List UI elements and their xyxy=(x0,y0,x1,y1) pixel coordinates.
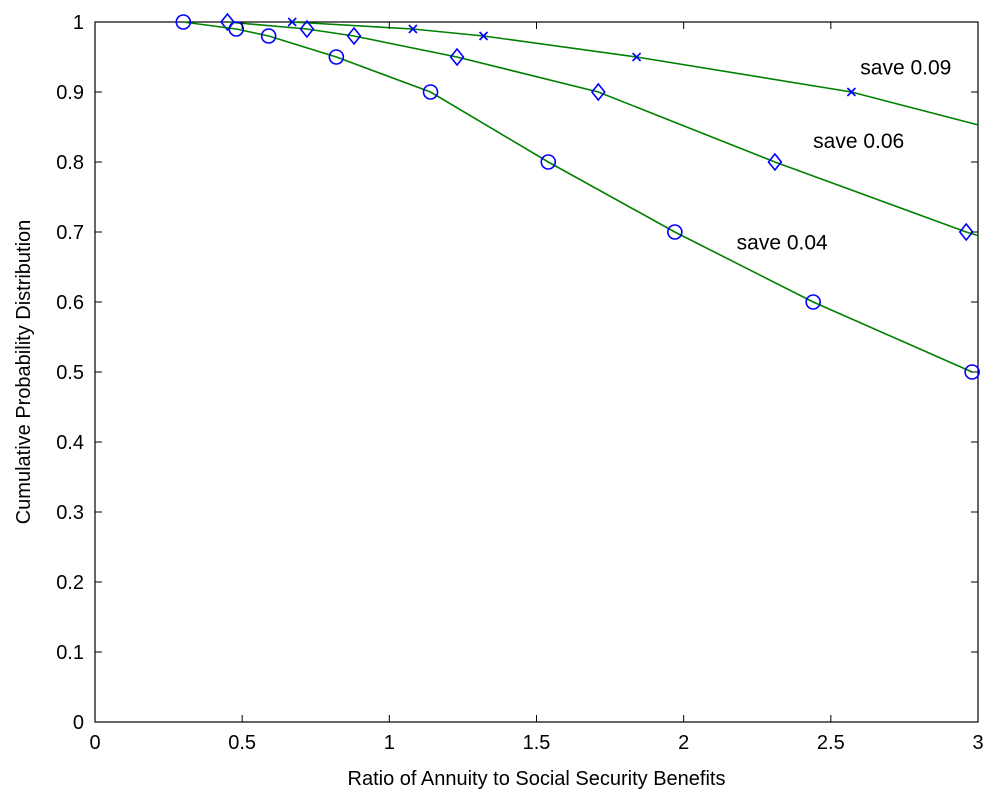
data-point-x xyxy=(478,31,489,41)
data-point-circle xyxy=(422,84,439,100)
data-point-diamond xyxy=(220,12,235,32)
y-tick-label: 0.2 xyxy=(56,572,84,594)
x-tick-label: 0.5 xyxy=(228,732,256,754)
x-tick-label: 0 xyxy=(89,732,100,754)
y-tick-label: 0.4 xyxy=(56,432,84,454)
data-point-circle xyxy=(964,364,980,380)
data-point-x xyxy=(408,24,418,34)
y-tick-label: 0.9 xyxy=(56,82,84,104)
series-diamond xyxy=(220,12,979,242)
y-tick-label: 0.3 xyxy=(56,502,84,524)
y-tick-label: 0.7 xyxy=(56,222,84,244)
data-point-x xyxy=(846,87,857,97)
series-line xyxy=(183,21,973,373)
x-tick-label: 1 xyxy=(384,732,395,754)
data-point-circle xyxy=(328,49,345,65)
series-annotation: save 0.04 xyxy=(737,232,828,255)
ticks-layer: 0 0.5 1 1.5 2 2.5 3 0 0.1 0.2 0.3 0.4 0.5 0.6 0.7 0.8 0.… xyxy=(56,12,983,754)
y-tick-label: 0.6 xyxy=(56,292,84,314)
x-tick-label: 1.5 xyxy=(523,732,551,754)
y-tick-label: 0.1 xyxy=(56,642,84,664)
series-circle xyxy=(175,14,980,380)
y-tick-label: 0.8 xyxy=(56,152,84,174)
data-point-diamond xyxy=(449,47,465,67)
series-x-mark xyxy=(287,17,979,126)
data-point-x xyxy=(287,17,297,27)
data-point-diamond xyxy=(346,26,362,46)
x-tick-label: 3 xyxy=(972,732,983,754)
y-axis-label: Cumulative Probability Distribution xyxy=(13,220,35,525)
data-point-diamond xyxy=(299,19,315,39)
annotation-layer: save 0.09 save 0.06 save 0.04 xyxy=(737,57,952,255)
x-tick-label: 2.5 xyxy=(817,732,845,754)
y-tick-label: 1 xyxy=(73,12,84,34)
y-tick-label: 0 xyxy=(73,712,84,734)
y-tick-label: 0.5 xyxy=(56,362,84,384)
series-annotation: save 0.06 xyxy=(813,130,904,153)
series-line xyxy=(227,21,979,237)
data-point-diamond xyxy=(767,152,783,172)
data-point-diamond xyxy=(958,222,974,242)
data-point-circle xyxy=(540,154,557,170)
x-axis-label: Ratio of Annuity to Social Security Bene… xyxy=(348,768,726,790)
data-point-circle xyxy=(805,294,821,310)
data-point-x xyxy=(632,52,642,62)
data-point-circle xyxy=(228,21,245,37)
data-point-diamond xyxy=(590,82,606,102)
data-point-circle xyxy=(175,14,192,30)
series-annotation: save 0.09 xyxy=(860,57,951,80)
plot-area xyxy=(94,21,979,723)
data-point-circle xyxy=(667,224,683,240)
series-layer xyxy=(175,12,980,380)
series-line xyxy=(292,21,979,126)
data-point-circle xyxy=(260,28,277,44)
plot-frame xyxy=(94,21,979,723)
x-tick-label: 2 xyxy=(678,732,689,754)
